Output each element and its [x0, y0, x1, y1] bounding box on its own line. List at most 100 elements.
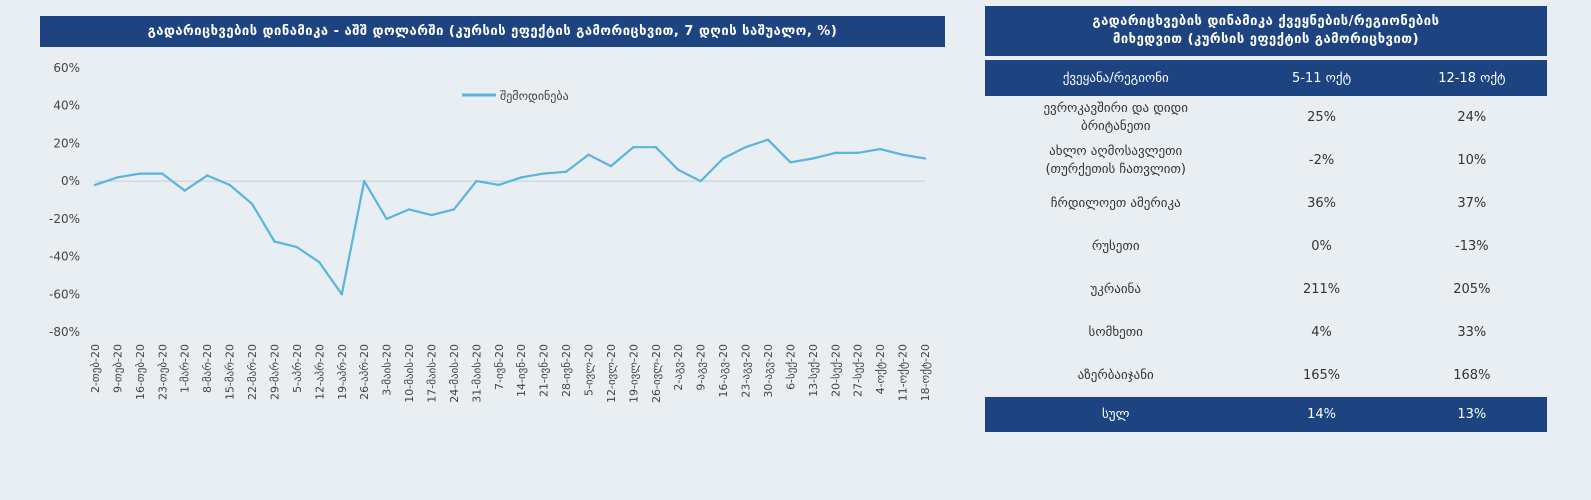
chart-title: გადარიცხვების დინამიკა - აშშ დოლარში (კუ… [40, 16, 945, 47]
x-tick-label: 2-თებ-20 [89, 344, 102, 393]
data-point [93, 183, 97, 187]
header-week-2: 12-18 ოქტ [1396, 60, 1547, 96]
x-tick-label: 20-სექ-20 [829, 344, 842, 397]
data-point [811, 157, 815, 160]
week-1-cell: 25% [1307, 109, 1337, 125]
data-point [789, 161, 792, 164]
data-point [295, 245, 299, 249]
week-2-cell: 10% [1457, 152, 1487, 168]
region-cell: ჩრდილოეთ ამერიკა [1050, 195, 1181, 211]
total-week-2: 13% [1396, 397, 1547, 432]
data-point [542, 172, 545, 175]
region-cell: სომხეთი [1088, 324, 1143, 340]
x-tick-label: 2-აგვ-20 [672, 344, 685, 391]
data-point [475, 179, 478, 183]
data-point [901, 153, 904, 156]
x-tick-label: 9-აგვ-20 [695, 344, 708, 391]
x-tick-label: 28-ივნ-20 [560, 344, 573, 397]
x-tick-label: 30-აგვ-20 [762, 344, 775, 398]
x-tick-label: 8-მარ-20 [201, 344, 214, 393]
x-tick-label: 9-თებ-20 [111, 344, 124, 393]
data-point [183, 189, 186, 192]
x-tick-label: 23-აგვ-20 [740, 344, 753, 398]
data-point [430, 213, 433, 217]
region-cell: უკრაინა [1090, 281, 1141, 297]
total-label: სულ [985, 397, 1247, 432]
table-row: რუსეთი 0% -13% [985, 225, 1547, 268]
x-tick-label: 6-სექ-20 [784, 344, 797, 390]
x-tick-label: 11-ოქტ-20 [897, 344, 910, 401]
data-point [677, 168, 680, 172]
table-row: აზერბაიჯანი 165% 168% [985, 354, 1547, 397]
data-point [452, 208, 456, 211]
table-title-line-2: მიხედვით (კურსის ეფექტის გამორიცხვით) [1112, 32, 1420, 47]
y-axis: 60% 40% 20% 0% -20% -40% -60% -80% [49, 61, 80, 339]
data-point [878, 147, 882, 151]
x-tick-label: 27-სექ-20 [852, 344, 865, 397]
table-row: ახლო აღმოსავლეთი (თურქეთის ჩათვლით) -2% 1… [985, 139, 1547, 182]
x-tick-label: 7-ივნ-20 [493, 344, 506, 390]
x-tick-label: 22-მარ-20 [246, 344, 259, 400]
week-2-cell: 168% [1453, 367, 1491, 383]
data-point [362, 179, 366, 183]
x-tick-label: 18-ოქტ-20 [919, 344, 932, 401]
x-tick-label: 12-აპრ-20 [313, 344, 326, 400]
x-tick-label: 31-მაის-20 [470, 344, 483, 403]
week-2-cell: 205% [1453, 281, 1491, 297]
region-cell: აზერბაიჯანი [1077, 367, 1154, 383]
table-row: უკრაინა 211% 205% [985, 268, 1547, 311]
data-point [497, 183, 500, 187]
data-point [564, 170, 568, 173]
table-row: ჩრდილოეთ ამერიკა 36% 37% [985, 182, 1547, 225]
data-point [250, 202, 254, 205]
x-tick-label: 5-აპრ-20 [291, 344, 304, 393]
data-point [721, 157, 725, 160]
region-cell: ახლო აღმოსავლეთი (თურქეთის ჩათვლით) [1045, 143, 1186, 177]
week-1-cell: 4% [1311, 324, 1332, 340]
x-tick-label: 21-ივნ-20 [538, 344, 551, 397]
data-point [273, 240, 276, 243]
y-tick-label: -80% [49, 325, 80, 339]
x-tick-label: 13-სექ-20 [807, 344, 820, 397]
x-tick-label: 26-ივლ-20 [650, 344, 663, 403]
region-cell: რუსეთი [1091, 238, 1140, 254]
table-title-line-1: გადარიცხვების დინამიკა ქვეყნების/რეგიონე… [1092, 14, 1440, 29]
header-week-1: 5-11 ოქტ [1246, 60, 1397, 96]
x-tick-label: 15-მარ-20 [224, 344, 237, 400]
data-point [340, 293, 343, 296]
data-point [744, 146, 747, 149]
data-point [699, 179, 702, 183]
data-point [138, 172, 142, 175]
x-tick-label: 19-ივლ-20 [627, 344, 640, 403]
region-table: ქვეყანა/რეგიონი 5-11 ოქტ 12-18 ოქტ ევროკ… [985, 60, 1547, 432]
x-tick-label: 14-ივნ-20 [515, 344, 528, 397]
y-tick-label: -40% [49, 250, 80, 264]
region-cell: ევროკავშირი და დიდი ბრიტანეთი [1043, 100, 1188, 134]
table-header-row: ქვეყანა/რეგიონი 5-11 ოქტ 12-18 ოქტ [985, 60, 1547, 96]
data-point [520, 176, 523, 179]
data-point [609, 164, 613, 168]
week-1-cell: 211% [1302, 281, 1341, 297]
week-1-cell: 36% [1307, 195, 1337, 211]
x-tick-label: 17-მაის-20 [425, 344, 438, 403]
line-chart: 60% 40% 20% 0% -20% -40% -60% -80% 2-თებ-20 9-თე… [49, 61, 932, 403]
table-row: ევროკავშირი და დიდი ბრიტანეთი 25% 24% [985, 96, 1547, 139]
x-axis: 2-თებ-20 9-თებ-20 16-თებ-20 23-თებ-20 1-მარ-… [89, 344, 932, 403]
series-points [93, 138, 927, 296]
legend-label: შემოდინება [500, 89, 569, 103]
x-tick-label: 24-მაის-20 [448, 344, 461, 403]
x-tick-label: 12-ივლ-20 [605, 344, 618, 403]
data-point [654, 146, 658, 149]
table-title: გადარიცხვების დინამიკა ქვეყნების/რეგიონე… [985, 6, 1547, 56]
data-point [116, 176, 119, 179]
x-tick-label: 26-აპრ-20 [358, 344, 371, 400]
data-point [228, 183, 231, 187]
data-point [407, 208, 411, 211]
x-tick-label: 4-ოქტ-20 [874, 344, 887, 394]
data-point [318, 261, 321, 264]
data-point [923, 157, 927, 160]
x-tick-label: 10-მაის-20 [403, 344, 416, 403]
y-tick-label: 20% [53, 136, 80, 150]
week-1-cell: -2% [1308, 152, 1335, 168]
total-week-1: 14% [1246, 397, 1397, 432]
